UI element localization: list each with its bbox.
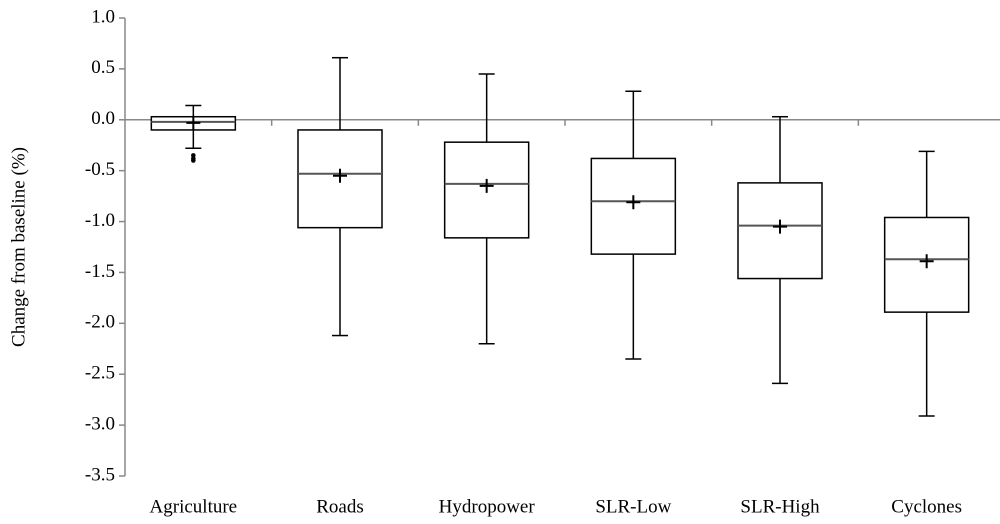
x-tick-label: Hydropower — [439, 496, 536, 517]
x-tick-label: Agriculture — [150, 496, 238, 517]
outlier — [191, 158, 196, 163]
x-tick-label: SLR-High — [740, 496, 820, 517]
mean-marker — [333, 168, 347, 183]
y-tick-label: -2.5 — [85, 363, 115, 384]
y-tick-label: -1.0 — [85, 210, 115, 231]
y-tick-label: -3.5 — [85, 464, 115, 485]
mean-marker — [919, 254, 934, 269]
mean-marker — [186, 115, 201, 130]
y-tick-label: -1.5 — [85, 261, 115, 282]
y-tick-label: 1.0 — [91, 6, 115, 27]
y-tick-label: 0.5 — [91, 57, 115, 78]
x-tick-label: Cyclones — [891, 496, 962, 517]
y-tick-label: -0.5 — [85, 159, 115, 180]
y-axis-label: Change from baseline (%) — [8, 147, 29, 347]
y-tick-label: -3.0 — [85, 413, 115, 434]
y-tick-label: -2.0 — [85, 312, 115, 333]
mean-marker — [773, 219, 787, 234]
mean-marker — [626, 195, 641, 210]
x-tick-label: Roads — [316, 496, 364, 517]
y-tick-label: 0.0 — [91, 108, 115, 129]
x-tick-label: SLR-Low — [595, 496, 671, 517]
mean-marker — [479, 178, 494, 193]
